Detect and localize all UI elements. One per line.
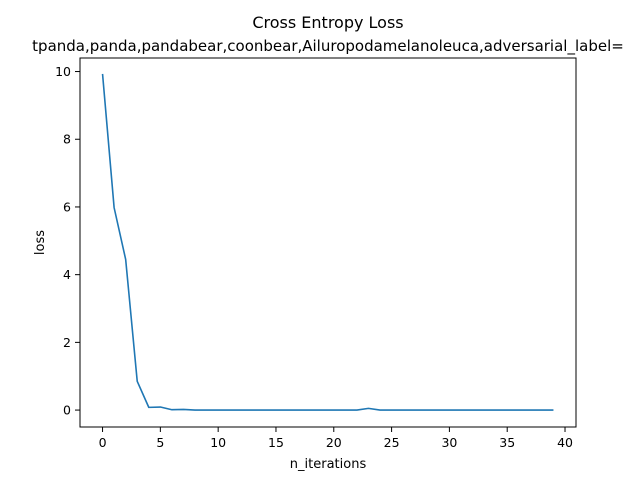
chart-subtitle: tpanda,panda,pandabear,coonbear,Ailuropo…: [32, 37, 624, 56]
x-tick-label: 30: [441, 435, 457, 450]
ticks-layer: 0 5 10 15 20 25 30 35 40 0 2 4 6 8 10: [55, 64, 573, 450]
x-tick-label: 40: [557, 435, 573, 450]
line-layer: [101, 73, 554, 411]
y-tick-label: 6: [63, 199, 71, 214]
plot-frame: [79, 57, 577, 428]
x-tick-label: 5: [156, 435, 164, 450]
loss-line: [101, 73, 554, 411]
chart-title: Cross Entropy Loss: [252, 13, 403, 32]
x-tick-label: 10: [210, 435, 226, 450]
x-tick-label: 15: [268, 435, 284, 450]
y-tick-label: 10: [55, 64, 71, 79]
x-tick-label: 0: [99, 435, 107, 450]
y-tick-label: 2: [63, 335, 71, 350]
x-tick-label: 25: [384, 435, 400, 450]
y-tick-label: 8: [63, 132, 71, 147]
x-tick-label: 35: [499, 435, 515, 450]
y-tick-label: 0: [63, 403, 71, 418]
y-tick-label: 4: [63, 267, 71, 282]
y-axis-label: loss: [33, 230, 48, 255]
x-axis-label: n_iterations: [290, 457, 367, 472]
x-tick-label: 20: [326, 435, 342, 450]
